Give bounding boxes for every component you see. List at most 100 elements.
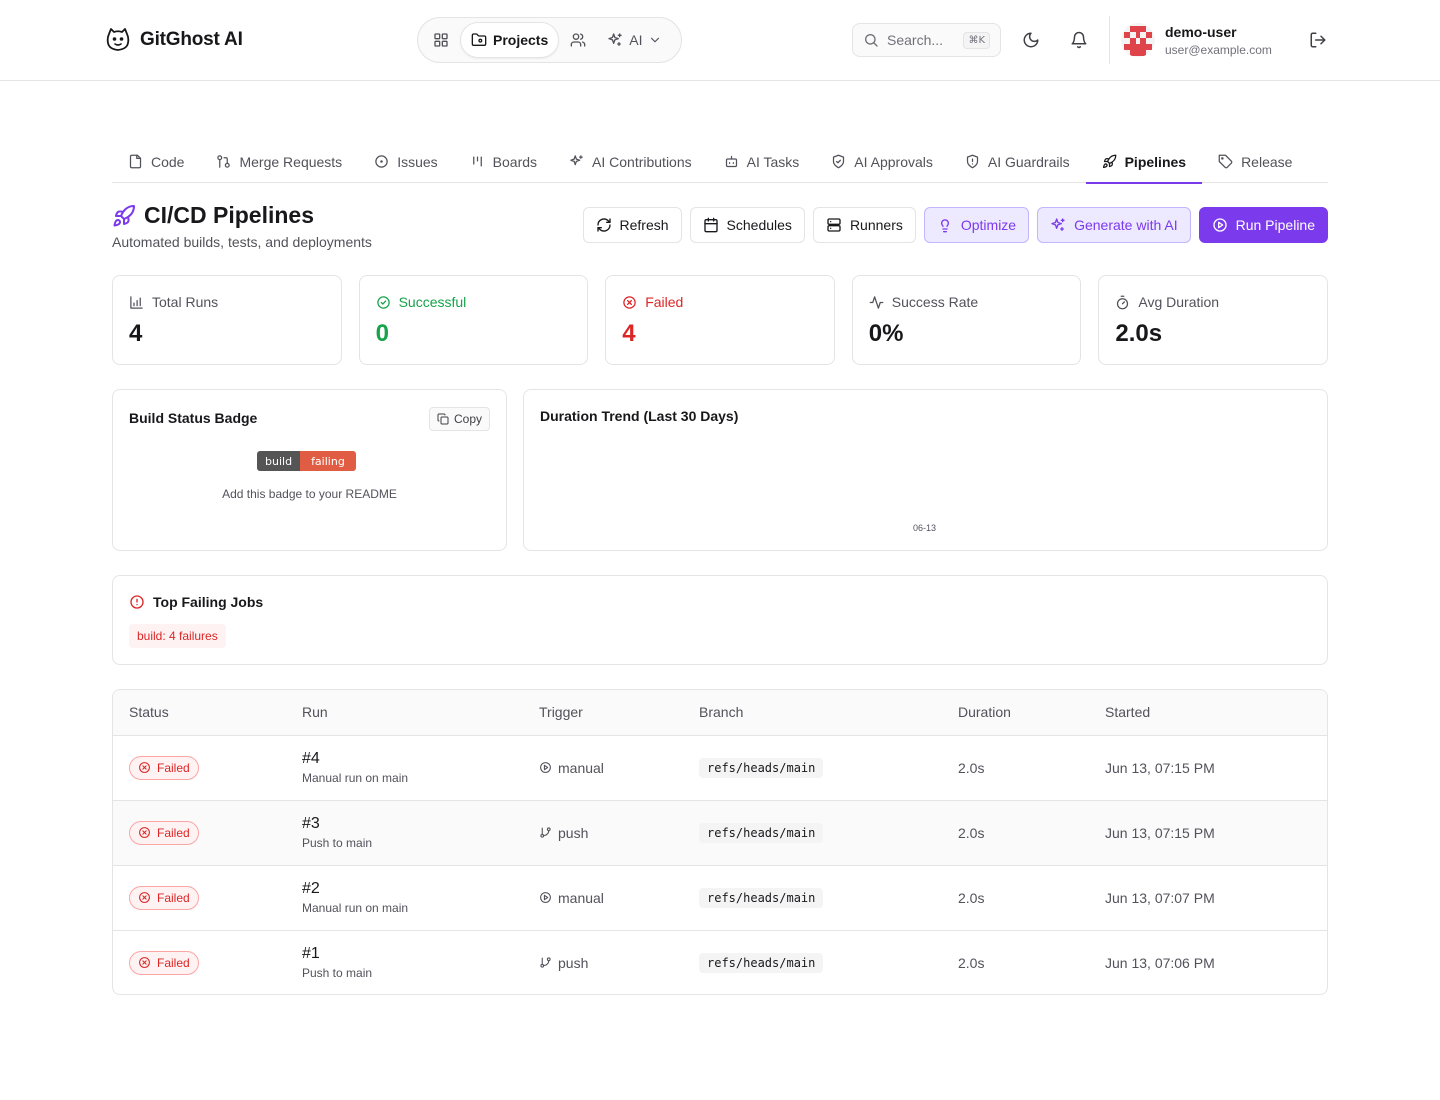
stat-label-text: Avg Duration: [1138, 294, 1220, 310]
duration-trend-card: Duration Trend (Last 30 Days) 06-13: [523, 389, 1328, 551]
tab-code[interactable]: Code: [112, 140, 200, 183]
run-id[interactable]: #3: [302, 815, 320, 832]
run-id[interactable]: #4: [302, 750, 320, 767]
started-cell: Jun 13, 07:07 PM: [1089, 865, 1327, 931]
copy-badge-button[interactable]: Copy: [428, 407, 490, 431]
run-description: Manual run on main: [302, 901, 409, 915]
branch-ref: refs/heads/main: [699, 887, 824, 908]
trigger-text: manual: [558, 759, 604, 776]
status-badge: Failed: [129, 950, 199, 975]
stat-label-text: Failed: [645, 294, 684, 310]
failing-job-chip[interactable]: build: 4 failures: [129, 624, 226, 648]
optimize-button[interactable]: Optimize: [923, 207, 1030, 243]
table-row[interactable]: Failed #1 Push to main push refs/heads/ma…: [113, 930, 1327, 994]
tab-ai-guardrails[interactable]: AI Guardrails: [949, 140, 1086, 183]
build-status-badge: build failing: [257, 451, 356, 471]
trigger: manual: [539, 890, 667, 906]
status-text: Failed: [157, 890, 190, 905]
table-row[interactable]: Failed #2 Manual run on main manual refs/…: [113, 865, 1327, 931]
table-row[interactable]: Failed #3 Push to main push refs/heads/ma…: [113, 800, 1327, 866]
nav-projects[interactable]: Projects: [460, 22, 560, 58]
stat-label-text: Total Runs: [152, 294, 219, 310]
tab-release[interactable]: Release: [1202, 140, 1308, 183]
nav-dashboard[interactable]: [424, 22, 458, 58]
stat-successful: Successful 0: [358, 275, 589, 365]
column-header-trigger: Trigger: [523, 690, 683, 736]
stat-label-text: Successful: [398, 294, 467, 310]
avatar[interactable]: [1121, 23, 1155, 57]
generate-with-ai-button[interactable]: Generate with AI: [1037, 207, 1191, 243]
stat-total-runs: Total Runs 4: [112, 275, 342, 365]
card-title-text: Top Failing Jobs: [153, 594, 264, 610]
started-cell: Jun 13, 07:06 PM: [1105, 954, 1215, 971]
run-pipeline-button[interactable]: Run Pipeline: [1198, 207, 1328, 243]
tab-label: Code: [151, 153, 185, 170]
refresh-button[interactable]: Refresh: [582, 207, 682, 243]
chevron-down-icon: [651, 37, 660, 43]
folder-git-icon: [471, 33, 487, 46]
page-subtitle: Automated builds, tests, and deployments: [112, 234, 372, 250]
generate-label: Generate with AI: [1074, 217, 1178, 233]
server-icon: [827, 218, 841, 232]
table-header: Status Run Trigger Branch Duration Start…: [113, 690, 1327, 736]
nav-team[interactable]: [561, 22, 595, 58]
tab-label: AI Tasks: [746, 153, 800, 170]
bot-icon: [725, 155, 737, 168]
tab-pipelines[interactable]: Pipelines: [1085, 140, 1203, 184]
tab-ai-tasks[interactable]: AI Tasks: [708, 140, 816, 183]
play-circle-icon: [540, 892, 551, 903]
optimize-label: Optimize: [960, 217, 1017, 233]
sparkles-icon: [570, 155, 583, 166]
column-header-status: Status: [113, 690, 286, 736]
tab-boards[interactable]: Boards: [454, 140, 553, 183]
copy-icon: [437, 413, 449, 425]
search-shortcut: ⌘K: [963, 31, 990, 49]
stat-failed: Failed 4: [605, 275, 835, 365]
tab-ai-contributions[interactable]: AI Contributions: [553, 140, 708, 183]
started-cell: Jun 13, 07:15 PM: [1089, 800, 1327, 866]
pipelines-table: Status Run Trigger Branch Duration Start…: [112, 689, 1328, 995]
logout-button[interactable]: [1306, 28, 1330, 52]
column-header-branch: Branch: [683, 690, 942, 736]
duration-cell: 2.0s: [942, 735, 1089, 801]
badge-left: build: [257, 451, 301, 471]
run-id[interactable]: #1: [302, 945, 320, 963]
status-text: Failed: [157, 760, 190, 775]
tab-label: AI Contributions: [592, 153, 692, 170]
git-branch-icon: [540, 957, 551, 968]
schedules-button[interactable]: Schedules: [689, 207, 805, 243]
trigger: manual: [539, 760, 667, 776]
status-badge: Failed: [129, 885, 199, 910]
notifications-button[interactable]: [1067, 28, 1091, 52]
shield-alert-icon: [966, 154, 979, 169]
nav-projects-label: Projects: [493, 32, 549, 48]
brand[interactable]: GitGhost AI: [104, 26, 243, 54]
tab-ai-approvals[interactable]: AI Approvals: [815, 140, 949, 183]
branch-ref: refs/heads/main: [699, 757, 824, 778]
moon-icon: [1023, 32, 1039, 48]
ghost-logo-icon: [106, 28, 130, 51]
run-id[interactable]: #2: [302, 880, 320, 897]
theme-toggle-button[interactable]: [1019, 28, 1043, 52]
table-row[interactable]: Failed #4 Manual run on main manual refs/…: [113, 735, 1327, 801]
tab-label: Pipelines: [1124, 153, 1187, 170]
column-header-run: Run: [286, 690, 523, 736]
page-title-text: CI/CD Pipelines: [144, 202, 314, 228]
stat-label: Failed: [622, 294, 818, 310]
run-description: Manual run on main: [302, 771, 409, 785]
x-circle-icon: [139, 957, 150, 969]
card-title: Duration Trend (Last 30 Days): [540, 408, 739, 424]
runners-button[interactable]: Runners: [812, 207, 916, 243]
tab-issues[interactable]: Issues: [358, 140, 453, 183]
nav-ai-dropdown[interactable]: AI: [597, 22, 672, 58]
page-title: CI/CD Pipelines: [112, 202, 314, 229]
search-box[interactable]: Search... ⌘K: [852, 23, 1001, 57]
user-divider: [1109, 16, 1110, 64]
top-bar: GitGhost AI Projects AI Search... ⌘K: [0, 0, 1440, 81]
timer-icon: [1117, 295, 1129, 309]
tab-merge-requests[interactable]: Merge Requests: [200, 140, 358, 183]
column-header-started: Started: [1089, 690, 1327, 736]
trigger-text: push: [558, 824, 589, 841]
runners-label: Runners: [849, 217, 903, 233]
check-circle-icon: [376, 295, 390, 309]
